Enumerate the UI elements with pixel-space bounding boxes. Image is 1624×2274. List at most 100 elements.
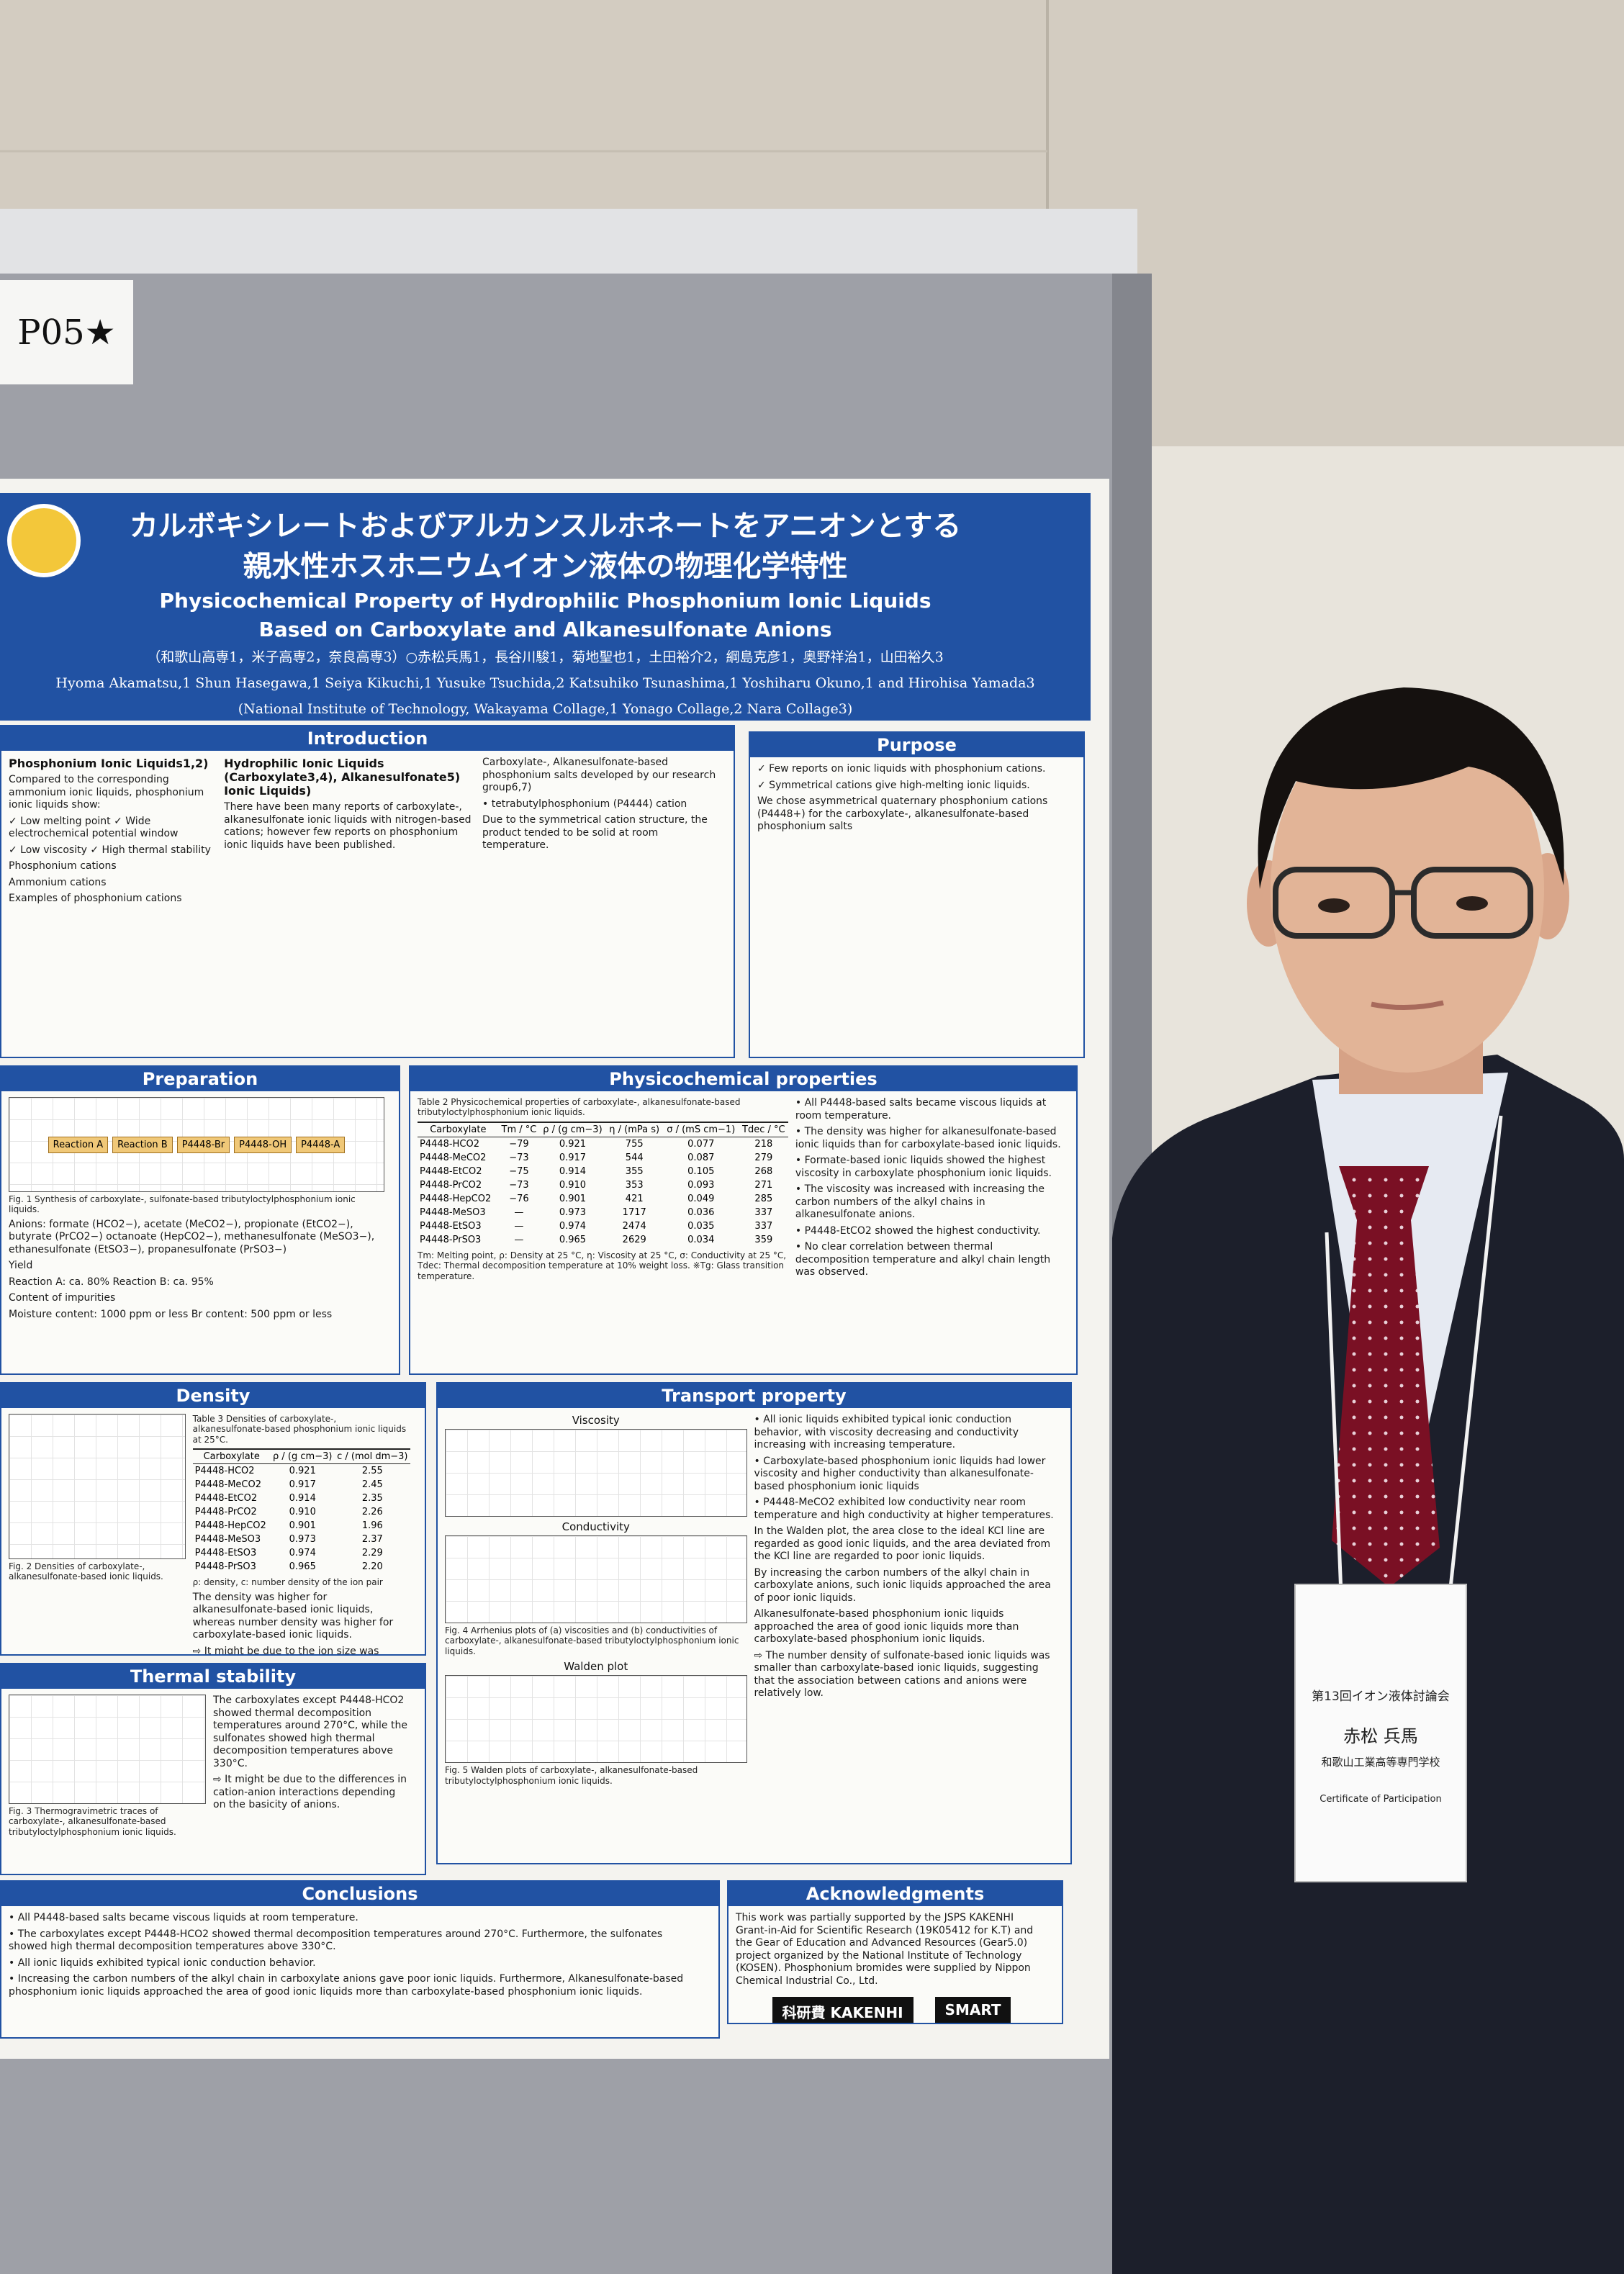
table-cell: 353: [625, 1179, 644, 1191]
hair: [1258, 687, 1564, 889]
paragraph: We chose asymmetrical quaternary phospho…: [757, 795, 1048, 832]
section-column: ✓ Few reports on ionic liquids with phos…: [757, 763, 1069, 834]
section-body: Viscosity Conductivity Fig. 4 Arrhenius pl…: [438, 1408, 1070, 1792]
poster-section: Thermal stability Fig. 3 Thermogravimetri…: [0, 1663, 426, 1875]
table-cell: 2.20: [361, 1561, 383, 1573]
section-heading: Transport property: [438, 1384, 1070, 1408]
table-cell: 359: [754, 1234, 773, 1245]
table-cell: 0.077: [687, 1138, 715, 1150]
paragraph: Anions: formate (HCO2−), acetate (MeCO2−…: [9, 1218, 375, 1255]
paragraph: • P4448-EtCO2 showed the highest conduct…: [795, 1224, 1041, 1237]
paragraph: Phosphonium cations: [9, 860, 117, 872]
figure: Viscosity: [445, 1414, 747, 1517]
badge-event: 第13回イオン液体討論会: [1312, 1689, 1450, 1704]
section-column: Table 3 Densities of carboxylate-, alkan…: [192, 1414, 410, 1654]
section-column: • All ionic liquids exhibited typical io…: [754, 1414, 1057, 1786]
poster-section: Density Fig. 2 Densities of carboxylate-,…: [0, 1382, 426, 1656]
table-cell: 1717: [622, 1206, 646, 1218]
section-heading: Physicochemical properties: [410, 1067, 1076, 1091]
section-body: Phosphonium Ionic Liquids1,2) Compared to…: [1, 751, 734, 911]
paragraph: Moisture content: 1000 ppm or less Br co…: [9, 1308, 333, 1320]
section-body: This work was partially supported by the…: [728, 1906, 1062, 2023]
table-note: ρ: density, c: number density of the ion…: [192, 1577, 383, 1588]
paragraph: Content of impurities: [9, 1292, 116, 1304]
lanyard: [1448, 1115, 1503, 1595]
paragraph: ✓ Low melting point ✓ Wide electrochemic…: [9, 815, 179, 840]
table-cell: 285: [754, 1193, 773, 1204]
figure-caption: Fig. 2 Densities of carboxylate-, alkane…: [9, 1561, 163, 1582]
table-cell: 279: [754, 1152, 773, 1163]
table-cell: 0.036: [687, 1206, 715, 1218]
poster-section: Physicochemical properties Table 2 Physic…: [409, 1065, 1078, 1375]
table-cell: 2.55: [361, 1466, 383, 1477]
poster-section: Conclusions • All P4448-based salts becam…: [0, 1880, 720, 2039]
table-cell: P4448-HepCO2: [420, 1193, 492, 1204]
table-cell: 268: [754, 1165, 773, 1177]
table-row: P4448-PrCO2 0.910 2.26: [193, 1505, 410, 1519]
table-row: P4448-EtCO2 0.914 2.35: [193, 1492, 410, 1505]
section-body: Reaction A Reaction B P4448-Br P4448-OH P444…: [1, 1091, 399, 1327]
table-cell: 1.96: [361, 1520, 383, 1532]
table-header-row: Carboxylate ρ / (g cm−3) c / (mol dm−3): [192, 1448, 410, 1465]
paragraph: By increasing the carbon numbers of the …: [754, 1566, 1051, 1604]
paragraph: • The carboxylates except P4448-HCO2 sho…: [9, 1928, 663, 1953]
table-cell: P4448-MeSO3: [194, 1534, 261, 1546]
table-cell: 0.921: [559, 1138, 587, 1150]
table-cell: 0.973: [559, 1206, 587, 1218]
table-cell: P4448-EtSO3: [420, 1220, 482, 1232]
data-table: Carboxylate Tm / °C ρ / (g cm−3) η / (mPa s…: [418, 1121, 788, 1247]
table-cell: 337: [754, 1206, 773, 1218]
table-header-row: Carboxylate Tm / °C ρ / (g cm−3) η / (mPa s…: [418, 1121, 788, 1137]
section-body: • All P4448-based salts became viscous l…: [1, 1906, 718, 2004]
authors-en: Hyoma Akamatsu,1 Shun Hasegawa,1 Seiya K…: [55, 675, 1035, 691]
glasses: [1273, 867, 1395, 939]
section-column: Table 2 Physicochemical properties of ca…: [418, 1097, 788, 1281]
title-en: Physicochemical Property of Hydrophilic …: [159, 589, 931, 613]
poster-header: カルボキシレートおよびアルカンスルホネートをアニオンとする 親水性ホスホニウムイ…: [0, 493, 1091, 721]
table-cell: —: [514, 1220, 524, 1232]
table-cell: 544: [625, 1152, 644, 1163]
title-ja: カルボキシレートおよびアルカンスルホネートをアニオンとする: [129, 510, 962, 543]
poster-section: Introduction Phosphonium Ionic Liquids1,2…: [0, 725, 735, 1058]
table-cell: P4448-HCO2: [420, 1138, 479, 1150]
table-cell: 0.974: [559, 1220, 587, 1232]
table-cell: P4448-EtCO2: [420, 1165, 482, 1177]
figure-label: Reaction A: [48, 1136, 109, 1153]
figure-caption: Fig. 4 Arrhenius plots of (a) viscositie…: [445, 1625, 739, 1656]
table-cell: 0.049: [687, 1193, 715, 1204]
title-en: Based on Carboxylate and Alkanesulfonate…: [258, 618, 832, 641]
paragraph: There have been many reports of carboxyl…: [224, 801, 472, 851]
table-cell: 355: [625, 1165, 644, 1177]
table-cell: P4448-PrCO2: [420, 1179, 482, 1191]
table-cell: 2474: [622, 1220, 646, 1232]
table-cell: —: [514, 1234, 524, 1245]
table-header: Carboxylate: [418, 1121, 499, 1137]
table-cell: 0.034: [687, 1234, 715, 1245]
table-cell: 337: [754, 1220, 773, 1232]
glasses: [1411, 867, 1533, 939]
table-cell: 0.093: [687, 1179, 715, 1191]
paragraph: ✓ Few reports on ionic liquids with phos…: [757, 763, 1046, 775]
paragraph: • All ionic liquids exhibited typical io…: [754, 1414, 1019, 1450]
table-cell: P4448-PrSO3: [194, 1561, 256, 1573]
table-cell: 0.910: [289, 1507, 316, 1518]
logo: 科研費 KAKENHI: [772, 1997, 914, 2023]
poster-section: Transport property Viscosity Conductivity F…: [436, 1382, 1072, 1864]
figure-plot: [445, 1675, 747, 1764]
table-cell: 0.035: [687, 1220, 715, 1232]
figure-title: Viscosity: [572, 1414, 620, 1427]
college-logo: [7, 504, 81, 577]
table-header: σ / (mS cm−1): [662, 1121, 739, 1137]
table-cell: 0.965: [559, 1234, 587, 1245]
table-cell: P4448-PrCO2: [194, 1507, 257, 1518]
table-header: ρ / (g cm−3): [270, 1448, 335, 1465]
lanyard: [1325, 1232, 1343, 1595]
table-header: c / (mol dm−3): [334, 1448, 410, 1465]
face: [1271, 705, 1544, 1073]
section-column: Reaction A Reaction B P4448-Br P4448-OH P444…: [9, 1097, 384, 1321]
figure: Walden plot Fig. 5 Walden plots of carbox…: [445, 1660, 747, 1786]
table-row: P4448-EtSO3 — 0.974 2474 0.035 337: [418, 1219, 788, 1233]
paragraph: This work was partially supported by the…: [736, 1912, 1034, 1987]
paragraph: Alkanesulfonate-based phosphonium ionic …: [754, 1608, 1019, 1645]
